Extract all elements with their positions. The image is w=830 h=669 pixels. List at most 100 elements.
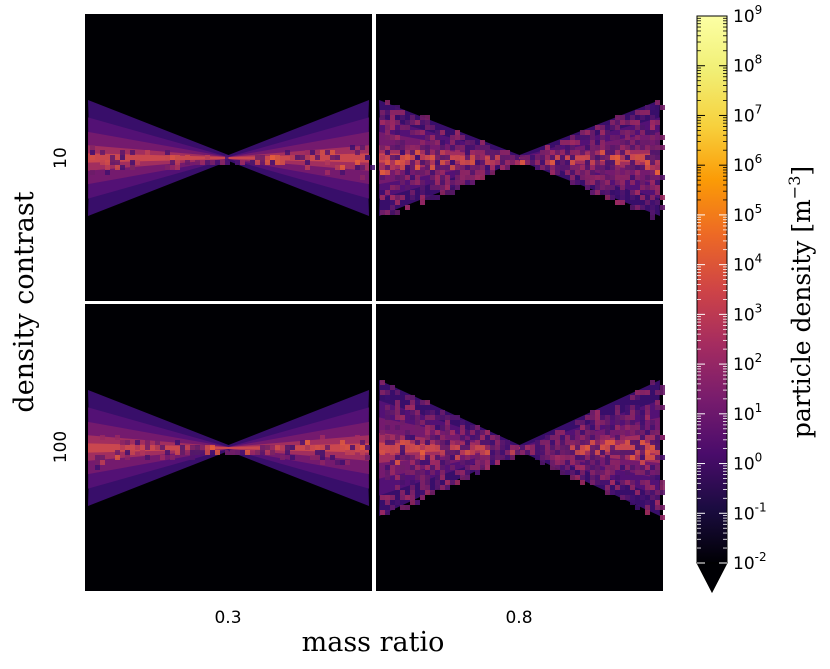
density-cell bbox=[385, 465, 390, 470]
density-cell bbox=[615, 125, 620, 130]
density-cell bbox=[570, 140, 575, 145]
density-cell bbox=[425, 115, 430, 120]
density-cell bbox=[625, 170, 630, 175]
colorbar-tick-exponent: 7 bbox=[755, 102, 763, 116]
density-cell bbox=[585, 130, 590, 135]
density-cell bbox=[645, 510, 650, 515]
density-cell bbox=[535, 160, 540, 165]
density-cell bbox=[545, 145, 550, 150]
density-cell bbox=[400, 140, 405, 145]
density-cell bbox=[535, 450, 540, 455]
density-cell bbox=[425, 425, 430, 430]
density-cell bbox=[475, 175, 480, 180]
density-cell bbox=[520, 450, 525, 455]
density-cell bbox=[315, 445, 320, 450]
density-cell bbox=[100, 160, 105, 165]
density-cell bbox=[480, 445, 485, 450]
density-cell bbox=[580, 130, 585, 135]
density-cell bbox=[625, 150, 630, 155]
density-cell bbox=[635, 445, 640, 450]
density-cell bbox=[415, 500, 420, 505]
density-cell bbox=[460, 420, 465, 425]
density-cell bbox=[155, 445, 160, 450]
density-cell bbox=[270, 450, 275, 455]
density-cell bbox=[495, 160, 500, 165]
density-cell bbox=[510, 160, 515, 165]
density-cell bbox=[400, 415, 405, 420]
density-cell bbox=[445, 445, 450, 450]
density-cell bbox=[385, 100, 390, 105]
density-cell bbox=[580, 170, 585, 175]
density-cell bbox=[570, 180, 575, 185]
density-cell bbox=[485, 460, 490, 465]
density-cell bbox=[410, 465, 415, 470]
density-cell bbox=[400, 450, 405, 455]
colorbar-tick-base: 10 bbox=[733, 106, 755, 126]
density-cell bbox=[575, 135, 580, 140]
density-cell bbox=[325, 150, 330, 155]
density-cell bbox=[580, 135, 585, 140]
density-cell bbox=[385, 150, 390, 155]
density-cell bbox=[440, 470, 445, 475]
density-cell bbox=[530, 450, 535, 455]
density-cell bbox=[430, 425, 435, 430]
density-cell bbox=[550, 155, 555, 160]
cone-layer-3 bbox=[228, 443, 369, 453]
density-cell bbox=[525, 155, 530, 160]
density-cell bbox=[265, 445, 270, 450]
density-cell bbox=[330, 155, 335, 160]
density-cell bbox=[410, 160, 415, 165]
density-cell bbox=[330, 455, 335, 460]
density-cell bbox=[650, 490, 655, 495]
density-cell bbox=[470, 435, 475, 440]
density-cell bbox=[405, 440, 410, 445]
density-cell bbox=[500, 150, 505, 155]
density-cell bbox=[400, 175, 405, 180]
density-cell bbox=[285, 150, 290, 155]
density-cell bbox=[525, 450, 530, 455]
density-cell bbox=[440, 410, 445, 415]
density-cell bbox=[615, 190, 620, 195]
density-cell bbox=[655, 465, 660, 470]
density-cell bbox=[615, 200, 620, 205]
density-cell bbox=[605, 420, 610, 425]
density-cell bbox=[555, 445, 560, 450]
density-cell bbox=[470, 175, 475, 180]
density-cell bbox=[415, 410, 420, 415]
density-cell bbox=[400, 180, 405, 185]
density-cell bbox=[460, 180, 465, 185]
density-cell bbox=[585, 440, 590, 445]
density-cell bbox=[640, 425, 645, 430]
density-cell bbox=[635, 390, 640, 395]
density-cell bbox=[590, 145, 595, 150]
density-cell bbox=[205, 155, 210, 160]
density-cell bbox=[490, 455, 495, 460]
density-cell bbox=[410, 165, 415, 170]
density-cell bbox=[425, 410, 430, 415]
density-cell bbox=[90, 170, 95, 175]
density-cell bbox=[600, 185, 605, 190]
density-cell bbox=[390, 105, 395, 110]
density-cell bbox=[385, 410, 390, 415]
density-cell bbox=[465, 140, 470, 145]
density-cell bbox=[635, 490, 640, 495]
density-cell bbox=[410, 460, 415, 465]
density-cell bbox=[230, 450, 235, 455]
density-cell bbox=[590, 430, 595, 435]
density-cell bbox=[390, 200, 395, 205]
density-cell bbox=[595, 165, 600, 170]
density-cell bbox=[420, 185, 425, 190]
density-cell bbox=[645, 160, 650, 165]
density-cell bbox=[380, 175, 385, 180]
density-cell bbox=[495, 435, 500, 440]
density-cell bbox=[425, 120, 430, 125]
density-cell bbox=[350, 145, 355, 150]
density-cell bbox=[165, 155, 170, 160]
density-cell bbox=[495, 460, 500, 465]
density-cell bbox=[410, 195, 415, 200]
density-cell bbox=[400, 480, 405, 485]
density-cell bbox=[385, 170, 390, 175]
density-cell bbox=[445, 455, 450, 460]
density-cell bbox=[470, 140, 475, 145]
density-cell bbox=[440, 460, 445, 465]
